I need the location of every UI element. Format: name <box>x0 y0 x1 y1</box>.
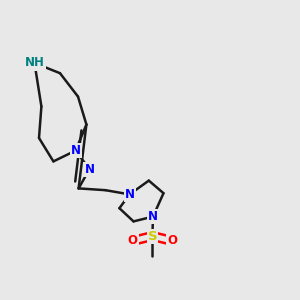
Text: N: N <box>70 144 81 157</box>
Text: O: O <box>128 234 138 248</box>
Text: N: N <box>148 210 158 223</box>
Text: O: O <box>167 234 178 248</box>
Text: N: N <box>84 163 94 176</box>
Text: N: N <box>124 188 135 201</box>
Text: NH: NH <box>25 56 44 70</box>
Text: S: S <box>148 230 157 243</box>
